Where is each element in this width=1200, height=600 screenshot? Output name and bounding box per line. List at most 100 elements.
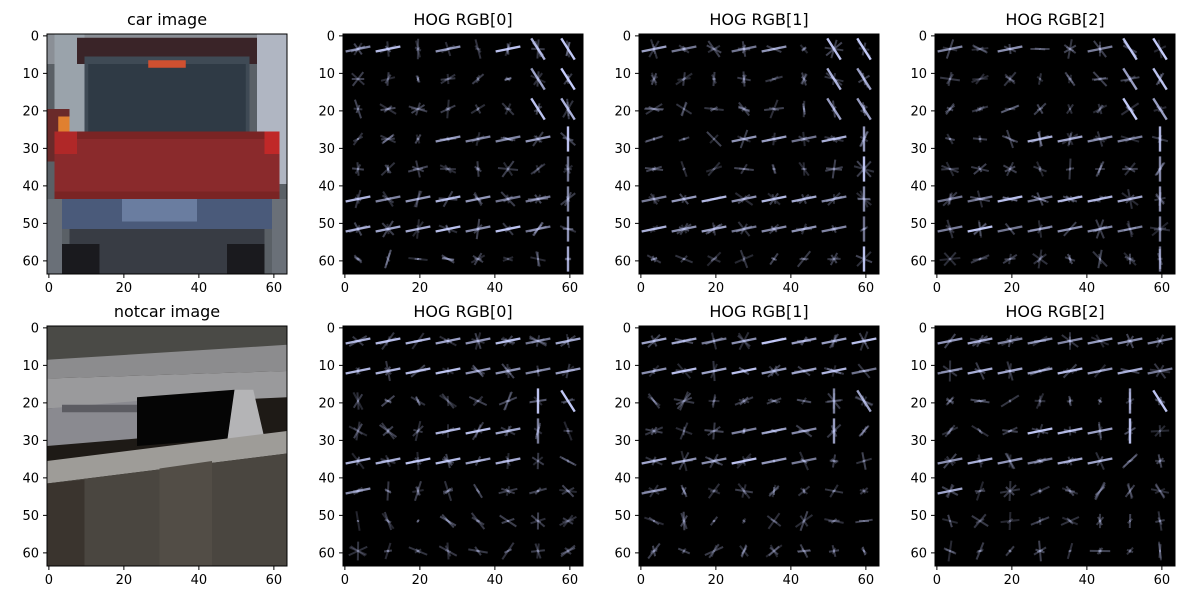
hog-stroke [978,549,982,553]
hog-stroke [536,489,540,493]
hog-stroke [1065,46,1075,52]
hog-stroke [645,135,663,143]
hog-stroke [383,511,393,531]
subplot-1: car image 0 20 40 60 0 10 20 30 40 50 60 [22,10,288,296]
hog-stroke [1124,162,1136,176]
hog-stroke [680,484,688,498]
hog-stroke [707,487,721,495]
hog-stroke [856,389,872,413]
subplot-title: HOG RGB[1] [709,10,808,29]
hog-stroke [802,103,806,115]
hog-stroke [734,254,754,264]
hog-stroke [682,426,686,436]
y-tick-label: 0 [31,29,39,44]
hog-image [343,326,583,566]
hog-stroke [408,546,428,556]
hog-stroke [948,137,952,141]
hog-stroke [1036,106,1044,112]
hog-stroke [345,457,371,465]
hog-stroke [1067,518,1073,524]
y-tick-label: 30 [22,434,39,449]
hog-stroke [1064,256,1076,262]
x-tick-label: 0 [341,573,349,588]
hog-stroke [802,46,806,52]
hog-stroke [1097,76,1103,82]
hog-stroke [505,107,511,111]
hog-stroke [943,252,957,266]
hog-stroke [1038,540,1042,562]
hog-stroke [738,106,750,112]
hog-stroke [352,132,364,146]
hog-stroke [530,37,546,61]
hog-stroke [560,389,576,413]
hog-stroke [712,71,716,87]
hog-stroke [832,166,836,172]
hog-stroke [673,398,695,404]
hog-stroke [470,512,486,530]
hog-stroke [704,546,724,556]
hog-stroke [501,102,515,116]
hog-stroke [977,165,983,173]
hog-stroke [701,457,727,465]
hog-stroke [536,452,540,470]
hog-stroke [381,133,395,145]
hog-stroke [1006,129,1014,149]
hog-stroke [444,549,452,553]
hog-stroke [471,516,485,526]
hog-stroke [731,135,757,143]
hog-stroke [738,101,750,117]
hog-stroke [731,45,757,53]
hog-stroke [476,399,480,403]
hog-stroke [829,256,839,262]
hog-stroke [855,518,873,524]
hog-stroke [474,44,482,54]
hog-stroke [709,516,719,526]
x-tick-label: 0 [45,281,53,296]
hog-stroke [1002,164,1018,174]
hog-stroke [562,519,574,523]
hog-stroke [1128,167,1132,171]
hog-stroke [465,135,491,143]
hog-stroke [768,485,780,497]
hog-stroke [1159,429,1161,433]
hog-stroke [761,367,787,375]
hog-stroke [937,367,963,375]
hog-stroke [1150,488,1170,494]
hog-stroke [1097,164,1103,174]
hog-stroke [435,367,461,375]
hog-stroke [440,104,456,114]
hog-stroke [1117,225,1143,233]
subplot-4: HOG RGB[2] 0 20 40 60 0 10 20 30 40 50 60 [910,10,1176,296]
hog-stroke [386,428,390,434]
hog-stroke [384,107,392,111]
hog-stroke [565,488,571,494]
hog-stroke [441,513,455,529]
x-tick-label: 0 [341,281,349,296]
hog-stroke [1147,367,1173,375]
hog-stroke [348,545,368,557]
hog-stroke [1008,549,1012,553]
x-tick-label: 20 [1004,573,1021,588]
hog-stroke [1061,516,1079,526]
hog-stroke [675,396,693,406]
hog-stroke [441,254,455,264]
hog-stroke [997,225,1023,233]
hog-stroke [505,485,511,497]
y-tick-label: 30 [318,434,335,449]
hog-stroke [350,545,366,557]
hog-stroke [742,256,746,262]
hog-stroke [976,548,984,554]
hog-stroke [413,428,423,434]
hog-stroke [791,225,817,233]
hog-stroke [356,257,360,261]
hog-stroke [701,337,727,345]
hog-stroke [384,164,392,174]
hog-stroke [444,487,452,495]
hog-stroke [475,167,481,171]
hog-stroke [499,514,517,528]
hog-stroke [948,106,952,112]
hog-stroke [353,254,363,264]
hog-stroke [1129,519,1131,523]
hog-stroke [1126,546,1134,556]
y-tick-label: 0 [919,321,927,336]
